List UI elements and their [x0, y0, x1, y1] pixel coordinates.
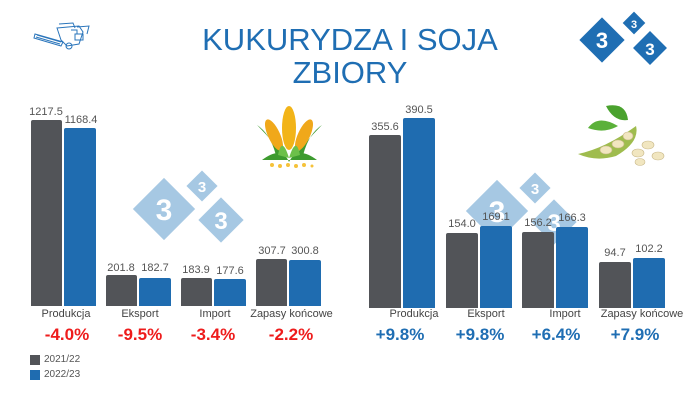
- category-label: Eksport: [121, 308, 159, 320]
- bar-soy-zapasy-2022-23: [633, 258, 665, 308]
- svg-text:3: 3: [645, 40, 654, 59]
- change-percent: +6.4%: [531, 325, 581, 344]
- bar-soy-zapasy-2021-22: [599, 262, 631, 308]
- value-label: 154.0: [448, 218, 476, 230]
- value-label: 156.2: [524, 217, 552, 229]
- svg-text:3: 3: [631, 19, 637, 31]
- value-label: 201.8: [107, 262, 135, 274]
- category-label: Import: [549, 308, 581, 320]
- page-title-line1: KUKURYDZA I SOJA: [202, 22, 498, 57]
- legend-item-2021-22: 2021/22: [30, 354, 80, 365]
- bar-soy-eksport-2022-23: [480, 226, 512, 308]
- change-percent: -2.2%: [268, 325, 314, 344]
- svg-text:3: 3: [214, 208, 227, 235]
- svg-text:3: 3: [596, 28, 608, 53]
- svg-text:3: 3: [156, 194, 173, 227]
- bar-corn-import-2021-22: [181, 278, 212, 306]
- value-label: 182.7: [141, 262, 169, 274]
- value-label: 94.7: [604, 247, 626, 259]
- change-percent: -4.0%: [44, 325, 90, 344]
- value-label: 307.7: [258, 245, 286, 257]
- svg-text:3: 3: [489, 196, 506, 229]
- change-percent: -3.4%: [190, 325, 236, 344]
- value-label: 355.6: [371, 121, 399, 133]
- category-label: Zapasy końcowe: [600, 308, 684, 320]
- change-percent: -9.5%: [117, 325, 163, 344]
- logo-333-icon: 3 3 3: [579, 11, 667, 65]
- category-label: Produkcja: [41, 308, 91, 320]
- value-label: 390.5: [405, 104, 433, 116]
- value-label: 183.9: [182, 264, 210, 276]
- value-label: 1217.5: [29, 106, 63, 118]
- watermark-logo-icon: 3 3 3: [132, 170, 244, 243]
- category-label: Produkcja: [389, 308, 439, 320]
- value-label: 300.8: [291, 245, 319, 257]
- bar-soy-produkcja-2021-22: [369, 135, 401, 308]
- svg-text:3: 3: [198, 179, 206, 196]
- bar-corn-eksport-2021-22: [106, 275, 137, 306]
- bar-corn-import-2022-23: [214, 279, 246, 306]
- page-title-line2: ZBIORY: [292, 55, 408, 90]
- bar-soy-import-2021-22: [522, 232, 554, 308]
- soybean-icon: [578, 105, 665, 166]
- bar-soy-import-2022-23: [556, 227, 588, 308]
- legend-label: 2021/22: [44, 354, 81, 365]
- category-label: Import: [199, 308, 231, 320]
- corn-icon: [257, 106, 322, 168]
- legend-label: 2022/23: [44, 369, 81, 380]
- bar-soy-eksport-2021-22: [446, 233, 478, 308]
- svg-text:3: 3: [531, 181, 539, 198]
- category-label: Eksport: [467, 308, 505, 320]
- change-percent: +9.8%: [375, 325, 425, 344]
- legend-swatch: [30, 354, 40, 365]
- bar-soy-produkcja-2022-23: [403, 118, 435, 308]
- bar-corn-zapasy-2022-23: [289, 260, 321, 306]
- legend-item-2022-23: 2022/23: [30, 369, 80, 380]
- combine-harvester-icon: [33, 22, 90, 50]
- legend-swatch: [30, 369, 40, 380]
- value-label: 169.1: [482, 211, 510, 223]
- change-percent: +7.9%: [610, 325, 660, 344]
- value-label: 177.6: [216, 265, 244, 277]
- bar-corn-produkcja-2021-22: [31, 120, 62, 306]
- change-percent: +9.8%: [455, 325, 505, 344]
- value-label: 166.3: [558, 212, 586, 224]
- value-label: 1168.4: [64, 114, 98, 126]
- bar-corn-produkcja-2022-23: [64, 128, 96, 306]
- value-label: 102.2: [635, 243, 663, 255]
- bar-corn-eksport-2022-23: [139, 278, 171, 306]
- bar-corn-zapasy-2021-22: [256, 259, 287, 306]
- category-label: Zapasy końcowe: [250, 308, 333, 320]
